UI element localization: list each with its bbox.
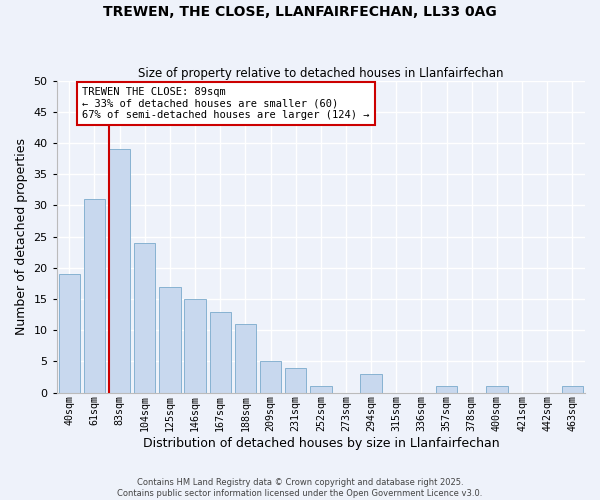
X-axis label: Distribution of detached houses by size in Llanfairfechan: Distribution of detached houses by size … (143, 437, 499, 450)
Bar (285, 368, 307, 392)
Text: TREWEN, THE CLOSE, LLANFAIRFECHAN, LL33 0AG: TREWEN, THE CLOSE, LLANFAIRFECHAN, LL33 … (103, 5, 497, 19)
Bar (436, 386, 457, 392)
Bar (235, 324, 256, 392)
Bar (486, 386, 508, 392)
Bar (361, 374, 382, 392)
Bar (209, 312, 231, 392)
Y-axis label: Number of detached properties: Number of detached properties (15, 138, 28, 335)
Bar (84, 199, 105, 392)
Bar (562, 386, 583, 392)
Bar (134, 243, 155, 392)
Bar (184, 299, 206, 392)
Title: Size of property relative to detached houses in Llanfairfechan: Size of property relative to detached ho… (138, 66, 503, 80)
Bar (109, 150, 130, 392)
Bar (310, 386, 332, 392)
Bar (260, 362, 281, 392)
Bar (159, 286, 181, 393)
Text: TREWEN THE CLOSE: 89sqm
← 33% of detached houses are smaller (60)
67% of semi-de: TREWEN THE CLOSE: 89sqm ← 33% of detache… (82, 87, 370, 120)
Bar (59, 274, 80, 392)
Text: Contains HM Land Registry data © Crown copyright and database right 2025.
Contai: Contains HM Land Registry data © Crown c… (118, 478, 482, 498)
